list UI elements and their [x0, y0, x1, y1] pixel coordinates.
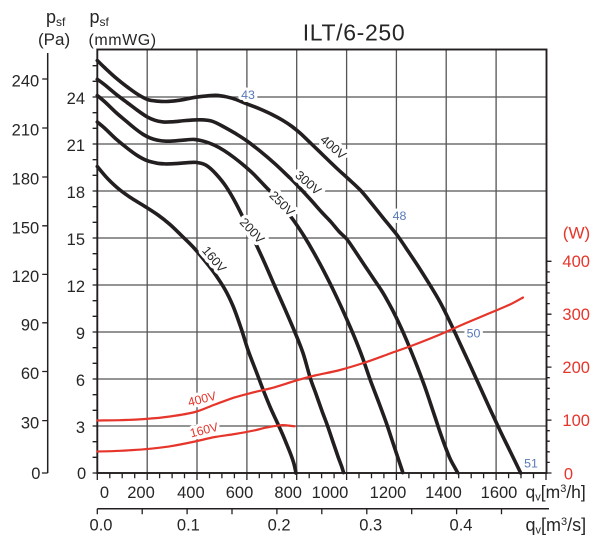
svg-text:800: 800	[274, 484, 302, 502]
svg-text:240: 240	[12, 73, 40, 91]
svg-text:51: 51	[524, 456, 538, 470]
svg-text:90: 90	[21, 317, 39, 335]
svg-text:400V: 400V	[186, 389, 218, 410]
svg-text:6: 6	[76, 372, 85, 390]
svg-text:200: 200	[562, 359, 590, 377]
svg-text:60: 60	[21, 365, 39, 383]
svg-text:0.4: 0.4	[450, 517, 473, 535]
svg-text:30: 30	[21, 414, 39, 432]
svg-text:ILT/6-250: ILT/6-250	[303, 20, 406, 46]
svg-text:0: 0	[77, 465, 86, 483]
svg-text:210: 210	[12, 122, 40, 140]
svg-text:1000: 1000	[312, 484, 349, 502]
svg-text:300: 300	[562, 306, 590, 324]
svg-text:100: 100	[562, 412, 590, 430]
svg-text:9: 9	[76, 325, 85, 343]
svg-text:qv[m3/h]: qv[m3/h]	[526, 482, 586, 504]
svg-text:48: 48	[393, 209, 407, 223]
svg-text:51: 51	[524, 456, 538, 470]
svg-text:15: 15	[67, 231, 85, 249]
svg-text:(mmWG): (mmWG)	[89, 32, 157, 49]
svg-text:(Pa): (Pa)	[38, 30, 70, 49]
svg-text:180: 180	[12, 171, 40, 189]
svg-text:0.3: 0.3	[359, 517, 382, 535]
svg-text:3: 3	[76, 419, 85, 437]
svg-text:18: 18	[67, 184, 85, 202]
svg-text:400: 400	[562, 253, 590, 271]
svg-text:0: 0	[100, 484, 109, 502]
svg-text:21: 21	[67, 137, 85, 155]
svg-text:600: 600	[226, 484, 254, 502]
svg-text:0: 0	[31, 465, 40, 483]
svg-text:160V: 160V	[188, 420, 220, 441]
svg-text:200: 200	[127, 484, 155, 502]
svg-text:50: 50	[467, 327, 481, 341]
svg-text:48: 48	[393, 209, 407, 223]
svg-text:0.2: 0.2	[268, 517, 291, 535]
svg-text:12: 12	[67, 278, 85, 296]
svg-text:1200: 1200	[370, 484, 407, 502]
svg-text:0.0: 0.0	[90, 517, 113, 535]
svg-text:(W): (W)	[563, 224, 590, 243]
svg-text:qv[m3/s]: qv[m3/s]	[526, 515, 587, 537]
svg-text:120: 120	[12, 268, 40, 286]
svg-text:50: 50	[467, 327, 481, 341]
svg-text:1600: 1600	[481, 484, 518, 502]
svg-text:0: 0	[564, 465, 573, 483]
svg-text:43: 43	[241, 88, 255, 102]
svg-text:24: 24	[67, 90, 85, 108]
svg-text:1400: 1400	[425, 484, 462, 502]
svg-text:0.1: 0.1	[177, 517, 200, 535]
svg-text:43: 43	[241, 88, 255, 102]
svg-text:150: 150	[12, 220, 40, 238]
svg-text:400: 400	[177, 484, 205, 502]
